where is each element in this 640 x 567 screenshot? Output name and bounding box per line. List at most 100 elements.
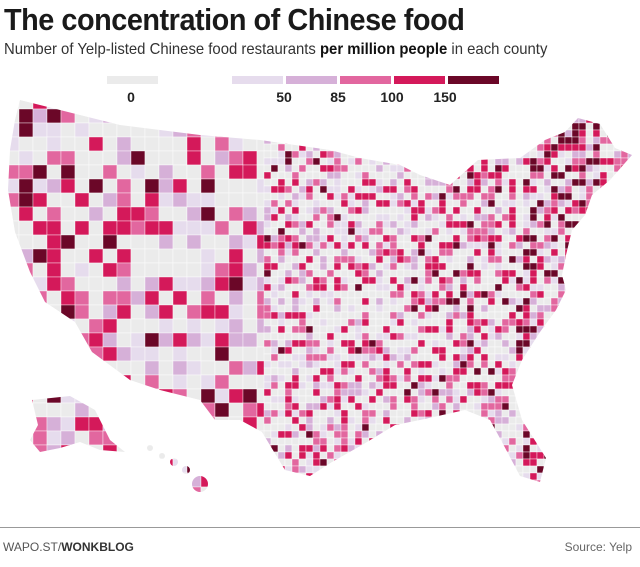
county: [480, 178, 489, 187]
county: [592, 451, 601, 460]
county: [494, 290, 503, 299]
county: [305, 227, 314, 236]
county: [431, 255, 440, 264]
county: [585, 297, 594, 306]
county: [620, 206, 629, 215]
county: [270, 423, 279, 432]
county: [606, 269, 615, 278]
county: [319, 374, 328, 383]
county: [529, 115, 538, 124]
county: [613, 192, 622, 201]
county: [298, 472, 307, 481]
county: [263, 129, 272, 138]
county: [333, 143, 342, 152]
county: [333, 150, 342, 159]
county: [578, 318, 587, 327]
county: [74, 360, 90, 376]
county: [424, 115, 433, 124]
county: [536, 157, 545, 166]
county: [445, 486, 454, 492]
county: [410, 213, 419, 222]
county: [277, 430, 286, 439]
county: [466, 325, 475, 334]
county: [627, 136, 632, 145]
county: [354, 332, 363, 341]
county: [263, 367, 272, 376]
county: [74, 220, 90, 236]
county: [340, 479, 349, 488]
county: [305, 318, 314, 327]
legend-swatch-1: [232, 76, 283, 84]
county: [375, 192, 384, 201]
county: [284, 122, 293, 131]
county: [60, 458, 76, 474]
county: [536, 486, 545, 492]
county: [445, 479, 454, 488]
county: [459, 367, 468, 376]
county: [550, 150, 559, 159]
county: [529, 339, 538, 348]
county: [347, 465, 356, 474]
county: [536, 248, 545, 257]
county: [620, 178, 629, 187]
county: [635, 319, 640, 326]
county: [368, 136, 377, 145]
county: [635, 130, 640, 137]
county: [635, 102, 640, 109]
county: [452, 276, 461, 285]
county: [592, 479, 601, 488]
county: [543, 100, 552, 103]
county: [501, 318, 510, 327]
county: [410, 234, 419, 243]
county: [368, 115, 377, 124]
county: [312, 472, 321, 481]
county: [522, 437, 531, 446]
county: [340, 248, 349, 257]
county: [585, 129, 594, 138]
county: [32, 108, 48, 124]
county: [522, 311, 531, 320]
county: [543, 297, 552, 306]
county: [382, 255, 391, 264]
county: [494, 122, 503, 131]
county: [606, 178, 615, 187]
county: [228, 388, 244, 404]
county: [312, 171, 321, 180]
county: [18, 444, 34, 460]
county: [334, 494, 341, 501]
county: [284, 465, 293, 474]
county: [88, 374, 104, 390]
county: [102, 136, 118, 152]
county: [361, 101, 370, 110]
county: [501, 213, 510, 222]
county: [550, 297, 559, 306]
county: [445, 318, 454, 327]
county: [305, 458, 314, 467]
county: [396, 143, 405, 152]
county: [578, 367, 587, 376]
county: [382, 367, 391, 376]
county: [333, 276, 342, 285]
county: [270, 199, 279, 208]
county: [319, 185, 328, 194]
county: [543, 486, 552, 492]
county: [396, 304, 405, 313]
county: [102, 234, 118, 250]
county: [592, 255, 601, 264]
county: [417, 108, 426, 117]
county: [536, 255, 545, 264]
county: [592, 339, 601, 348]
county: [536, 150, 545, 159]
county: [466, 430, 475, 439]
county: [186, 262, 202, 278]
county: [333, 388, 342, 397]
county: [445, 430, 454, 439]
county: [599, 122, 608, 131]
county: [578, 339, 587, 348]
county: [242, 220, 258, 236]
county: [263, 430, 272, 439]
county: [305, 465, 314, 474]
county: [487, 318, 496, 327]
county: [333, 129, 342, 138]
county: [431, 479, 440, 488]
